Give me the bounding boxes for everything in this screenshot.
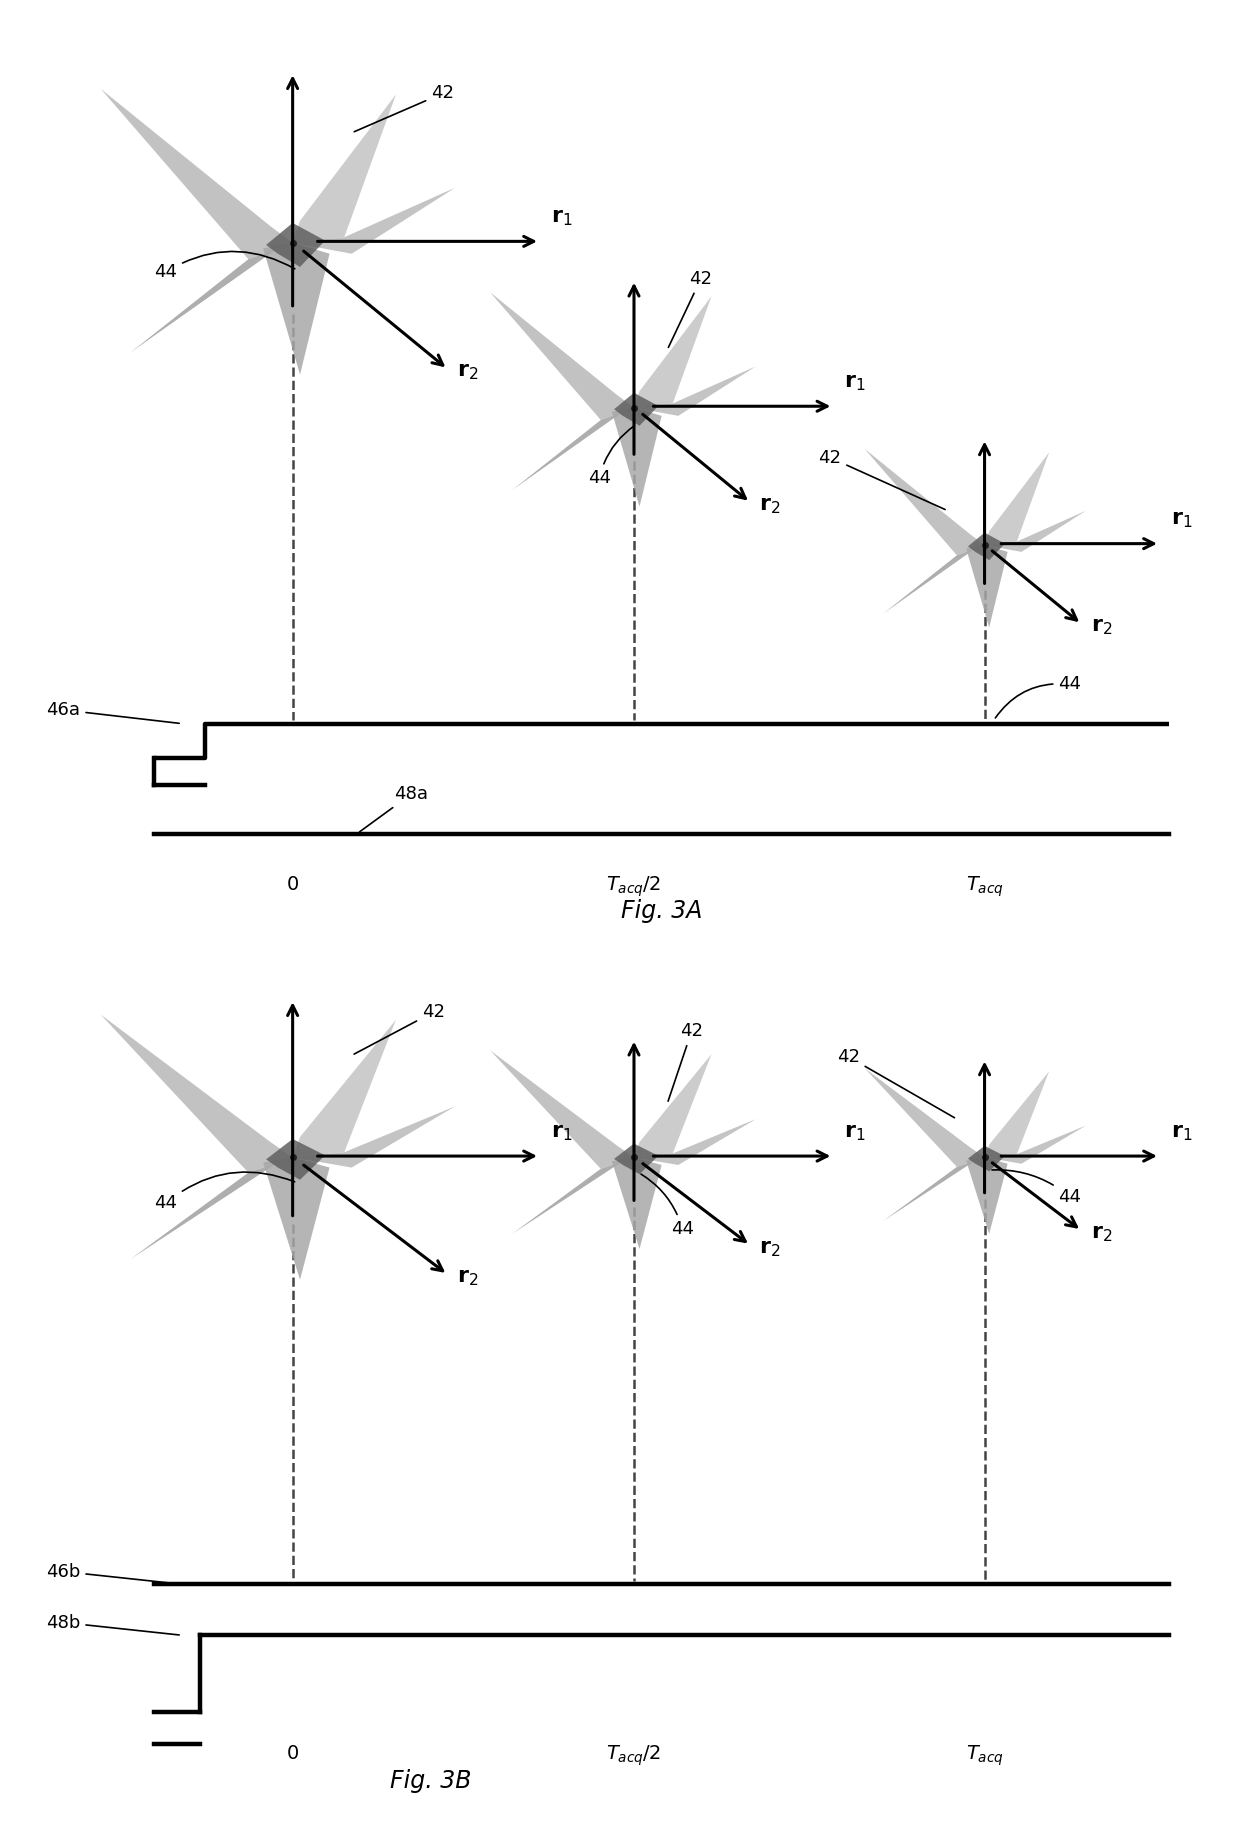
Text: $\mathbf{r}_2$: $\mathbf{r}_2$ [456, 1268, 479, 1288]
Polygon shape [267, 1140, 325, 1180]
Polygon shape [985, 511, 1086, 551]
Text: 46b: 46b [46, 1563, 179, 1585]
Text: $\mathbf{r}_1$: $\mathbf{r}_1$ [844, 1123, 866, 1143]
Polygon shape [293, 93, 396, 244]
Text: 0: 0 [286, 1744, 299, 1762]
Text: $T_{acq}$: $T_{acq}$ [966, 1744, 1003, 1768]
Polygon shape [611, 1158, 662, 1249]
Polygon shape [985, 1125, 1086, 1163]
Text: $\mathbf{r}_2$: $\mathbf{r}_2$ [759, 1238, 781, 1259]
Text: $\mathbf{r}_1$: $\mathbf{r}_1$ [551, 207, 573, 227]
Text: 48b: 48b [46, 1614, 179, 1634]
Text: Fig. 3A: Fig. 3A [621, 900, 702, 923]
Text: Fig. 3B: Fig. 3B [391, 1770, 471, 1794]
Text: $\mathbf{r}_2$: $\mathbf{r}_2$ [456, 363, 479, 383]
Polygon shape [634, 366, 755, 416]
Polygon shape [512, 409, 634, 489]
Polygon shape [100, 1015, 293, 1172]
Text: 42: 42 [668, 1022, 703, 1101]
Text: 42: 42 [837, 1048, 955, 1118]
Text: 42: 42 [355, 1004, 445, 1053]
Text: $\mathbf{r}_2$: $\mathbf{r}_2$ [1091, 1224, 1112, 1244]
Text: 44: 44 [641, 1174, 694, 1238]
Polygon shape [968, 533, 1004, 561]
Polygon shape [864, 449, 985, 555]
Polygon shape [490, 1050, 634, 1169]
Polygon shape [968, 1145, 1004, 1171]
Text: $\mathbf{r}_1$: $\mathbf{r}_1$ [1171, 509, 1193, 529]
Polygon shape [512, 1158, 634, 1233]
Text: 0: 0 [286, 876, 299, 894]
Text: $\mathbf{r}_1$: $\mathbf{r}_1$ [551, 1123, 573, 1143]
Polygon shape [263, 244, 330, 376]
Polygon shape [634, 297, 712, 409]
Polygon shape [100, 90, 293, 260]
Polygon shape [263, 1158, 330, 1281]
Polygon shape [614, 392, 658, 425]
Text: 46a: 46a [46, 702, 179, 724]
Text: 44: 44 [588, 425, 635, 487]
Text: $\mathbf{r}_1$: $\mathbf{r}_1$ [1171, 1123, 1193, 1143]
Text: $T_{acq}/2$: $T_{acq}/2$ [606, 1744, 662, 1768]
Text: 48a: 48a [360, 786, 428, 832]
Polygon shape [985, 1072, 1049, 1158]
Text: 42: 42 [818, 449, 945, 509]
Polygon shape [267, 224, 325, 267]
Polygon shape [293, 189, 455, 255]
Text: $T_{acq}/2$: $T_{acq}/2$ [606, 876, 662, 900]
Polygon shape [490, 293, 634, 420]
Polygon shape [883, 1158, 985, 1222]
Polygon shape [611, 409, 662, 507]
Polygon shape [293, 1020, 396, 1158]
Polygon shape [130, 1158, 293, 1259]
Polygon shape [634, 1119, 755, 1165]
Text: 42: 42 [668, 269, 712, 348]
Polygon shape [966, 546, 1008, 627]
Polygon shape [883, 546, 985, 614]
Polygon shape [130, 244, 293, 354]
Text: 44: 44 [154, 1172, 295, 1213]
Text: $\mathbf{r}_2$: $\mathbf{r}_2$ [759, 496, 781, 515]
Text: $T_{acq}$: $T_{acq}$ [966, 876, 1003, 900]
Text: 44: 44 [154, 251, 295, 280]
Text: 44: 44 [992, 1171, 1081, 1205]
Text: 44: 44 [996, 676, 1081, 718]
Polygon shape [634, 1053, 712, 1158]
Polygon shape [985, 453, 1049, 546]
Polygon shape [614, 1143, 658, 1174]
Text: 42: 42 [355, 84, 454, 132]
Polygon shape [864, 1068, 985, 1167]
Text: $\mathbf{r}_2$: $\mathbf{r}_2$ [1091, 617, 1112, 638]
Text: $\mathbf{r}_1$: $\mathbf{r}_1$ [844, 372, 866, 392]
Polygon shape [966, 1158, 1008, 1233]
Polygon shape [293, 1107, 455, 1167]
